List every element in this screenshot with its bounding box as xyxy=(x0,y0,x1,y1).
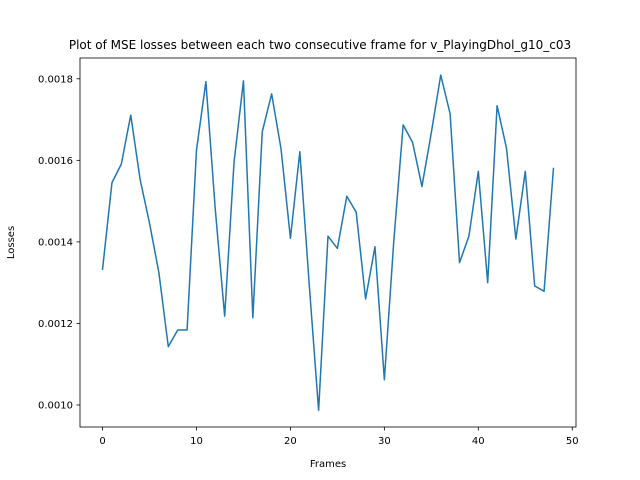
x-axis: 0 10 20 30 40 50 xyxy=(99,427,579,447)
y-tick-label: 0.0014 xyxy=(38,237,73,248)
y-tick-label: 0.0018 xyxy=(38,74,73,85)
y-axis: 0.0010 0.0012 0.0014 0.0016 0.0018 xyxy=(38,74,80,411)
x-tick-label: 30 xyxy=(378,436,391,447)
x-tick-label: 40 xyxy=(472,436,485,447)
y-tick-label: 0.0010 xyxy=(38,400,73,411)
plot-area-frame xyxy=(79,57,577,428)
x-tick-label: 10 xyxy=(190,436,203,447)
y-tick-label: 0.0012 xyxy=(38,319,73,330)
chart-title: Plot of MSE losses between each two cons… xyxy=(69,38,571,52)
x-tick-label: 0 xyxy=(99,436,105,447)
series-line xyxy=(101,74,555,412)
x-tick-label: 20 xyxy=(284,436,297,447)
x-axis-label: Frames xyxy=(310,459,346,470)
y-tick-label: 0.0016 xyxy=(38,156,73,167)
y-axis-label: Losses xyxy=(6,226,17,259)
x-tick-label: 50 xyxy=(566,436,579,447)
